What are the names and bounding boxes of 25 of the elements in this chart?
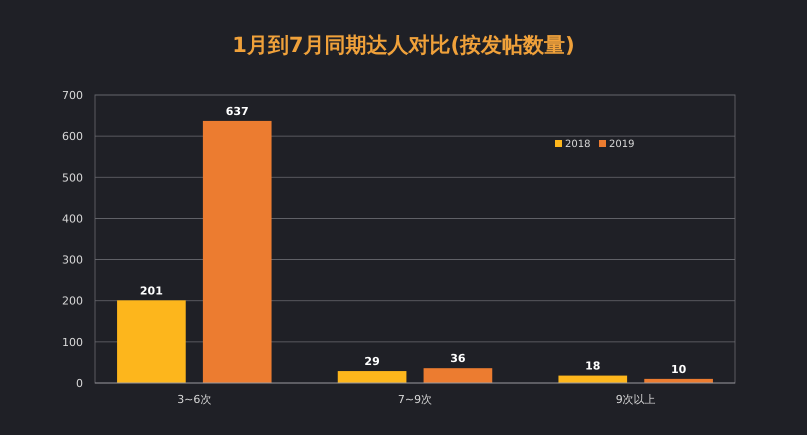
data-label: 18 [585, 360, 600, 373]
data-label: 29 [364, 355, 380, 368]
bar [202, 120, 272, 383]
y-tick-label: 0 [76, 377, 83, 390]
legend-label: 2019 [609, 139, 634, 150]
data-label: 637 [226, 104, 249, 118]
x-tick-label: 7~9次 [398, 393, 432, 406]
bar [424, 368, 492, 383]
chart-title: 1月到7月同期达人对比(按发帖数量) [232, 33, 575, 57]
y-tick-label: 600 [62, 130, 83, 144]
y-tick-label: 200 [62, 294, 83, 308]
x-tick-label: 9次以上 [616, 393, 656, 406]
data-label: 201 [140, 284, 163, 298]
bar [338, 371, 406, 383]
y-tick-label: 400 [62, 212, 83, 226]
bar [117, 300, 186, 383]
bar [558, 376, 628, 383]
data-label: 36 [450, 352, 466, 366]
data-label: 10 [670, 362, 687, 376]
legend-label: 2018 [565, 139, 590, 150]
x-tick-label: 3~6次 [177, 393, 212, 406]
y-tick-label: 300 [62, 254, 83, 267]
y-tick-label: 500 [62, 171, 83, 184]
y-tick-label: 700 [62, 89, 83, 102]
y-tick-label: 100 [62, 336, 83, 349]
